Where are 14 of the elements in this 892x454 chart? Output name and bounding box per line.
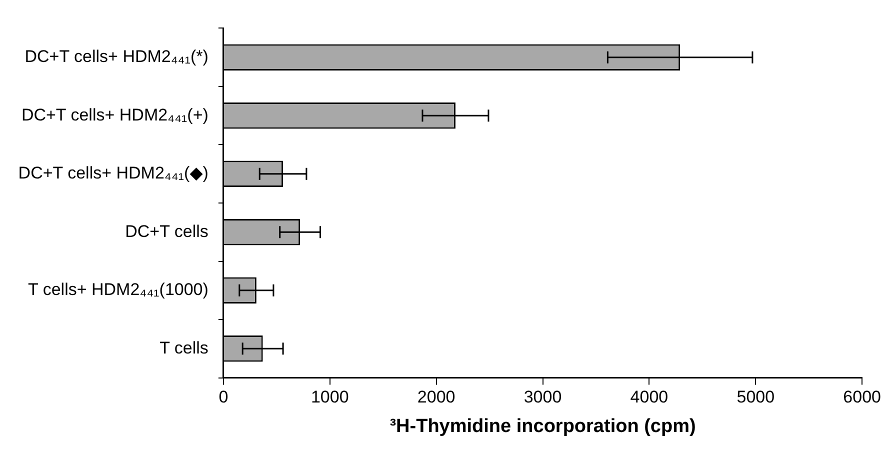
- y-tick-label: DC+T cells+ HDM2₄₄₁(+): [21, 105, 208, 124]
- x-tick-label: 1000: [310, 388, 349, 407]
- x-tick-label: 0: [218, 388, 228, 407]
- x-tick-label: 6000: [843, 388, 882, 407]
- x-tick-label: 2000: [417, 388, 456, 407]
- y-tick-label: DC+T cells+ HDM2₄₄₁(◆): [18, 164, 208, 183]
- x-tick-label: 5000: [736, 388, 775, 407]
- x-tick-label: 4000: [630, 388, 668, 407]
- y-tick-label: T cells: [160, 338, 208, 358]
- y-tick-label: DC+T cells: [125, 222, 208, 241]
- x-axis-title: ³H-Thymidine incorporation (cpm): [390, 416, 696, 437]
- y-tick-label: T cells+ HDM2₄₄₁(1000): [28, 280, 208, 300]
- x-tick-label: 3000: [524, 388, 562, 407]
- y-tick-label: DC+T cells+ HDM2₄₄₁(*): [24, 47, 208, 66]
